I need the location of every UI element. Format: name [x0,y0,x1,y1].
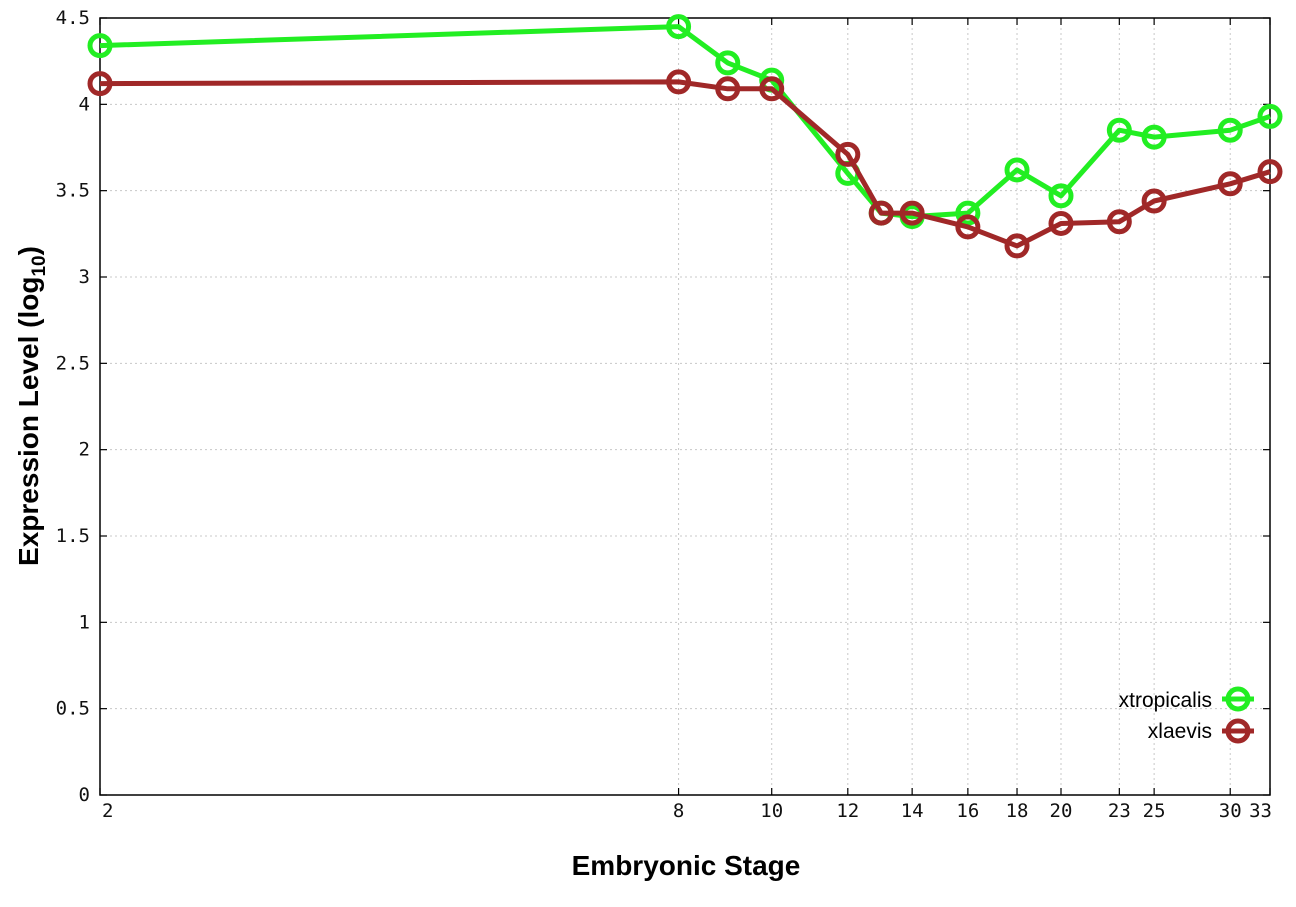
y-tick-label: 1.5 [56,525,90,547]
y-tick-label: 1 [79,611,90,633]
x-tick-label: 23 [1108,800,1131,822]
y-tick-label: 0 [79,784,90,806]
data-point-xlaevis [1048,210,1074,236]
data-point-xtropicalis [715,50,741,76]
data-point-xlaevis [1004,233,1030,259]
data-point-xlaevis [759,76,785,102]
data-point-xlaevis [835,141,861,167]
data-point-xlaevis [899,200,925,226]
legend-marker-xlaevis [1225,718,1251,744]
y-tick-label: 0.5 [56,698,90,720]
x-tick-label: 12 [836,800,859,822]
x-tick-label: 14 [901,800,924,822]
grid-layer [100,18,1270,795]
y-tick-label: 4 [79,93,90,115]
y-axis-title-main: Expression Level (log [13,277,44,566]
data-point-xtropicalis [1141,124,1167,150]
x-tick-label: 8 [673,800,684,822]
data-point-xlaevis [1257,159,1283,185]
data-point-xlaevis [1106,209,1132,235]
x-tick-label: 20 [1050,800,1073,822]
data-point-xtropicalis [1004,157,1030,183]
y-axis-title-close: ) [13,246,44,255]
x-tick-label: 18 [1006,800,1029,822]
y-tick-label: 3.5 [56,180,90,202]
data-point-xlaevis [955,214,981,240]
data-point-xtropicalis [955,200,981,226]
data-point-xtropicalis [87,33,113,59]
plot-frame [99,17,1271,796]
x-tick-label: 33 [1249,800,1272,822]
data-point-xtropicalis [1048,183,1074,209]
y-tick-label: 2 [79,439,90,461]
y-tick-label: 2.5 [56,352,90,374]
legend-label-xtropicalis: xtropicalis [1119,689,1212,712]
x-tick-label: 30 [1219,800,1242,822]
legend-label-xlaevis: xlaevis [1148,720,1212,743]
data-point-xlaevis [1141,188,1167,214]
data-point-xlaevis [868,200,894,226]
x-axis-title: Embryonic Stage [572,850,801,881]
data-point-xlaevis [1217,171,1243,197]
data-point-xtropicalis [1217,117,1243,143]
y-tick-label: 3 [79,266,90,288]
y-tick-label: 4.5 [56,7,90,29]
series-line-xtropicalis [99,24,1271,220]
legend: xtropicalis xlaevis [1119,686,1254,744]
data-point-xlaevis [666,69,692,95]
tick-layer: 2 8 10 12 14 16 18 20 23 25 30 33 0 0.5 1 1.5 2 2.5 3 3.5 4 4… [56,7,1272,822]
x-tick-label: 2 [102,800,113,822]
x-tick-label: 25 [1143,800,1166,822]
data-point-xtropicalis [666,14,692,40]
data-point-xtropicalis [1106,117,1132,143]
y-axis-title-subscript: 10 [29,255,50,276]
series-layer [87,14,1283,259]
data-point-xlaevis [87,71,113,97]
x-tick-label: 10 [760,800,783,822]
y-axis-title: Expression Level (log10) [13,246,50,566]
data-point-xtropicalis [1257,103,1283,129]
data-point-xlaevis [715,76,741,102]
legend-marker-xtropicalis [1225,686,1251,712]
series-line-xlaevis [99,79,1271,249]
x-tick-label: 16 [956,800,979,822]
